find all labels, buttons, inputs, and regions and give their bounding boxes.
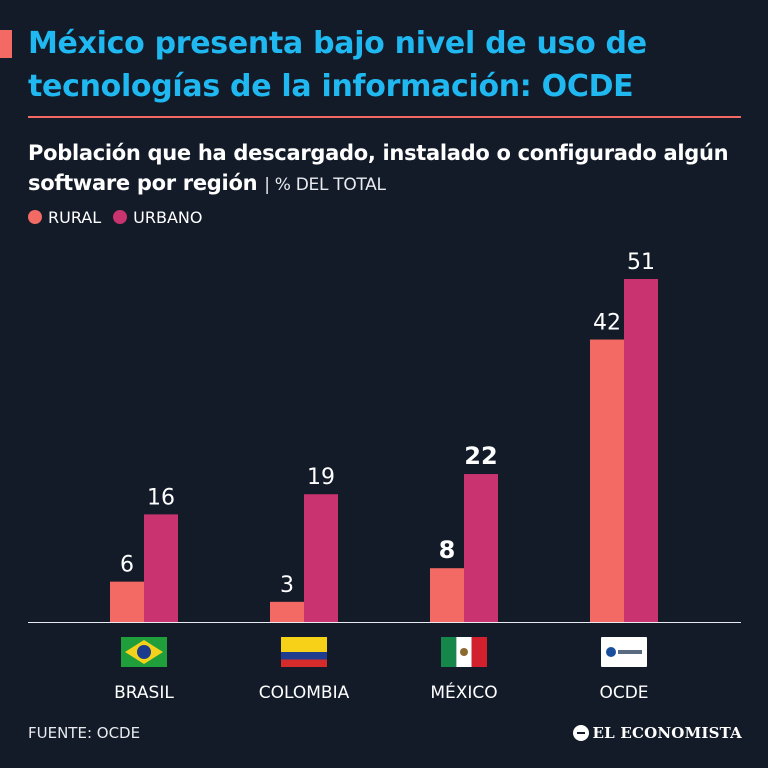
chart-title: México presenta bajo nivel de uso de tec… <box>28 26 647 104</box>
category-label-mexico: MÉXICO <box>430 681 497 703</box>
bar-rural-colombia <box>270 601 304 622</box>
legend-swatch-urbano <box>113 210 128 224</box>
legend-item-rural: RURAL <box>28 208 101 227</box>
legend-label-urbano: URBANO <box>133 207 203 227</box>
chart-subtitle: Población que ha descargado, instalado o… <box>28 138 758 200</box>
category-label-ocde: OCDE <box>599 683 648 703</box>
bar-rural-brasil <box>110 581 144 622</box>
bar-rural-ocde <box>590 339 624 622</box>
category-label-colombia: COLOMBIA <box>259 683 350 703</box>
brand-name: EL ECONOMISTA <box>592 724 742 742</box>
oecd-logo-icon <box>601 637 647 667</box>
value-label-urbano-mexico: 22 <box>464 442 497 470</box>
value-label-rural-colombia: 3 <box>280 573 294 598</box>
value-label-rural-mexico: 8 <box>439 536 456 564</box>
bar-urbano-brasil <box>144 514 178 622</box>
bar-urbano-ocde <box>624 279 658 622</box>
legend: RURAL URBANO <box>28 204 202 230</box>
brand-logo: EL ECONOMISTA <box>572 724 742 742</box>
legend-swatch-rural <box>28 210 42 224</box>
bar-urbano-colombia <box>304 494 338 622</box>
value-label-urbano-ocde: 51 <box>627 250 655 275</box>
bar-urbano-mexico <box>464 474 498 622</box>
brazil-flag-icon <box>121 637 167 667</box>
value-label-rural-brasil: 6 <box>120 553 134 578</box>
colombia-flag-icon <box>281 637 327 667</box>
source-note: FUENTE: OCDE <box>28 724 141 742</box>
bar-rural-mexico <box>430 568 464 622</box>
title-accent-bar <box>0 30 12 58</box>
mexico-flag-icon <box>441 637 487 667</box>
value-label-urbano-colombia: 19 <box>307 465 335 490</box>
value-label-rural-ocde: 42 <box>593 311 621 336</box>
value-label-urbano-brasil: 16 <box>147 485 175 510</box>
category-label-brasil: BRASIL <box>114 683 174 703</box>
legend-item-urbano: URBANO <box>113 208 202 227</box>
brand-mark-icon <box>572 725 589 741</box>
legend-label-rural: RURAL <box>48 207 102 227</box>
subtitle-text: Población que ha descargado, instalado o… <box>28 141 729 195</box>
unit-label: | % DEL TOTAL <box>264 175 386 195</box>
title-divider <box>28 116 741 118</box>
